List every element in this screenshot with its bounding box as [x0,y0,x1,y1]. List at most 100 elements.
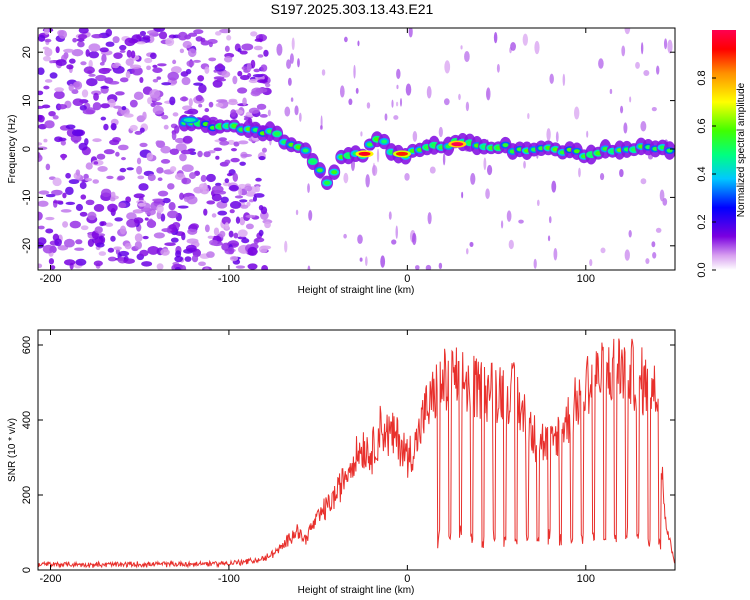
spectrogram-noise-blob [412,130,418,142]
spectrogram-noise-blob [144,57,153,64]
spectrogram-noise-blob [58,29,68,39]
spectrogram-noise-blob [229,209,235,214]
spectrogram-ridge [178,114,675,190]
spectrogram-noise-blob [284,240,288,253]
spectrogram-noise-blob [197,150,203,158]
spectrogram-noise-blob [101,68,112,72]
spectrogram-y-tick-label: 10 [21,94,33,106]
spectrogram-noise-blob [343,233,347,239]
spectrogram-noise-blob [107,203,118,213]
snr-y-ticks: 0 200 400 600 [21,336,675,573]
spectrogram-noise-blob [49,60,54,64]
spectrogram-noise-blob [131,66,143,76]
spectrogram-noise-blob [184,110,194,115]
spectrogram-noise-blob [640,178,647,185]
spectrogram-noise-blob [164,242,176,246]
spectrogram-noise-blob [189,223,199,230]
spectrogram-noise-blob [85,199,95,206]
spectrogram-noise-blob [533,258,537,269]
spectrogram-noise-blob [485,188,490,200]
spectrogram-noise-blob [287,77,292,86]
spectrogram-noise-blob [38,200,49,207]
spectrogram-noise-blob [384,113,388,121]
spectrogram-noise-blob [155,140,161,146]
spectrogram-noise-blob [438,262,443,270]
spectrogram-noise-blob [119,44,127,51]
spectrogram-noise-blob [175,250,182,258]
spectrogram-noise-blob [110,235,116,242]
spectrogram-ridge-core [302,148,309,153]
spectrogram-noise-blob [171,131,177,141]
spectrogram-noise-blob [239,199,248,203]
spectrogram-noise-blob [242,97,247,106]
spectrogram-noise-blob [396,84,399,90]
spectrogram-noise-blob [172,112,179,117]
spectrogram-noise-blob [65,172,71,179]
spectrogram-noise-blob [443,98,450,106]
spectrogram-noise-blob [522,33,528,46]
spectrogram-noise-blob [399,97,403,107]
spectrogram-noise-blob [170,237,179,243]
spectrogram-noise-blob [659,189,665,202]
spectrogram-noise-blob [152,78,159,83]
spectrogram-noise-blob [139,76,144,83]
spectrogram-noise-blob [77,33,88,40]
spectrogram-noise-blob [257,54,264,58]
spectrogram-noise-blob [221,216,231,225]
spectrogram-noise-blob [291,37,295,51]
spectrogram-noise-blob [61,153,66,161]
spectrogram-noise-blob [45,193,56,198]
spectrogram-noise-blob [79,181,87,190]
spectrogram-noise-blob [118,202,127,209]
spectrogram-noise-blob [153,232,165,239]
spectrogram-noise-blob [65,124,76,130]
spectrogram-hotspot [451,142,464,147]
spectrogram-noise-blob [412,232,417,246]
spectrogram-noise-blob [68,83,74,92]
spectrogram-noise-blob [107,247,115,253]
spectrogram-noise-blob [651,107,657,112]
spectrogram-noise-blob [130,50,136,59]
spectrogram-noise-blob [284,106,291,117]
spectrogram-noise-blob [119,225,127,235]
spectrogram-noise-blob [80,194,87,200]
spectrogram-noise-blob [206,251,215,258]
spectrogram-noise-blob [244,185,253,192]
spectrogram-noise-blob [393,115,399,120]
spectrogram-noise-blob [91,33,103,39]
snr-y-tick-label: 400 [21,411,33,429]
spectrogram-noise-blob [179,48,185,54]
spectrogram-noise-blob [645,258,650,265]
spectrogram-noise-blob [348,98,353,106]
spectrogram-noise-blob [93,204,105,212]
spectrogram-noise-blob [203,151,211,158]
spectrogram-noise-blob [426,86,432,99]
spectrogram-noise-blob [195,94,203,102]
spectrogram-noise-blob [357,234,363,245]
spectrogram-x-tick-label: 100 [577,273,595,285]
spectrogram-x-tick-label: -200 [39,273,61,285]
spectrogram-noise-blob [227,139,236,145]
spectrogram-noise-blob [129,124,138,132]
chart-title: S197.2025.303.13.43.E21 [271,1,434,17]
spectrogram-noise-blob [534,40,540,55]
spectrogram-noise-blob [72,98,84,107]
colorbar-tick-label: 0.6 [696,118,708,133]
spectrogram-noise-blob [52,115,59,120]
spectrogram-noise-blob [204,224,210,233]
spectrogram-noise-blob [234,195,244,199]
spectrogram-noise-blob [162,197,171,204]
spectrogram-noise-blob [380,255,386,268]
spectrogram-noise-blob [549,73,554,84]
spectrogram-noise-blob [55,46,60,54]
spectrogram-noise-blob [52,177,62,187]
spectrogram-noise-blob [181,164,194,173]
spectrogram-noise-blob [165,37,175,47]
spectrogram-noise-blob [65,186,74,196]
spectrogram-noise-blob [635,61,640,69]
spectrogram-noise-blob [105,28,113,37]
spectrogram-noise-blob [343,172,349,184]
spectrogram-noise-blob [136,157,142,165]
